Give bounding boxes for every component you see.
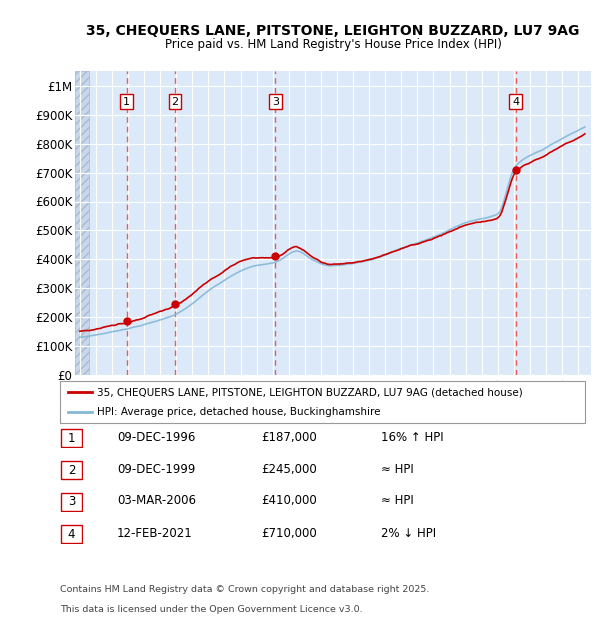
Text: 35, CHEQUERS LANE, PITSTONE, LEIGHTON BUZZARD, LU7 9AG: 35, CHEQUERS LANE, PITSTONE, LEIGHTON BU… bbox=[86, 24, 580, 38]
Text: ≈ HPI: ≈ HPI bbox=[381, 463, 414, 476]
Text: 2: 2 bbox=[172, 97, 179, 107]
Text: 09-DEC-1996: 09-DEC-1996 bbox=[117, 431, 196, 443]
Text: 35, CHEQUERS LANE, PITSTONE, LEIGHTON BUZZARD, LU7 9AG (detached house): 35, CHEQUERS LANE, PITSTONE, LEIGHTON BU… bbox=[97, 388, 523, 397]
FancyBboxPatch shape bbox=[61, 429, 82, 447]
Text: 1: 1 bbox=[123, 97, 130, 107]
FancyBboxPatch shape bbox=[61, 493, 82, 511]
Text: 2% ↓ HPI: 2% ↓ HPI bbox=[381, 527, 436, 539]
Text: This data is licensed under the Open Government Licence v3.0.: This data is licensed under the Open Gov… bbox=[60, 604, 362, 614]
Text: 4: 4 bbox=[68, 528, 75, 541]
Text: 09-DEC-1999: 09-DEC-1999 bbox=[117, 463, 196, 476]
Text: 12-FEB-2021: 12-FEB-2021 bbox=[117, 527, 193, 539]
Text: Contains HM Land Registry data © Crown copyright and database right 2025.: Contains HM Land Registry data © Crown c… bbox=[60, 585, 430, 594]
FancyBboxPatch shape bbox=[61, 461, 82, 479]
Text: £187,000: £187,000 bbox=[261, 431, 317, 443]
Text: 1: 1 bbox=[68, 432, 75, 445]
Text: 2: 2 bbox=[68, 464, 75, 477]
Text: 3: 3 bbox=[68, 495, 75, 508]
Text: 4: 4 bbox=[512, 97, 520, 107]
Text: HPI: Average price, detached house, Buckinghamshire: HPI: Average price, detached house, Buck… bbox=[97, 407, 380, 417]
Text: 3: 3 bbox=[272, 97, 279, 107]
Text: 16% ↑ HPI: 16% ↑ HPI bbox=[381, 431, 443, 443]
Text: ≈ HPI: ≈ HPI bbox=[381, 495, 414, 507]
Text: £710,000: £710,000 bbox=[261, 527, 317, 539]
Text: £245,000: £245,000 bbox=[261, 463, 317, 476]
Text: 03-MAR-2006: 03-MAR-2006 bbox=[117, 495, 196, 507]
Text: Price paid vs. HM Land Registry's House Price Index (HPI): Price paid vs. HM Land Registry's House … bbox=[164, 38, 502, 51]
Bar bbox=[75, 71, 89, 375]
FancyBboxPatch shape bbox=[61, 525, 82, 543]
Text: £410,000: £410,000 bbox=[261, 495, 317, 507]
